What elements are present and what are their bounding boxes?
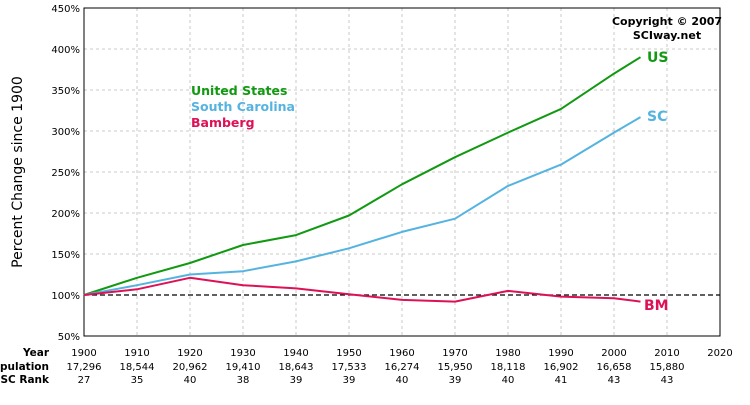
year-value-1960: 1960 — [389, 348, 414, 359]
year-value-2010: 2010 — [654, 348, 679, 359]
series-line-bamberg — [83, 276, 641, 303]
end-label-bm: BM — [644, 298, 669, 314]
sc-rank-value-1930: 38 — [237, 375, 250, 386]
copyright-line-1: Copyright © 2007 — [612, 15, 722, 28]
y-tick-label-100: 100% — [51, 291, 80, 302]
plot-frame — [83, 7, 721, 337]
y-tick-label-350: 350% — [51, 86, 80, 97]
year-value-2020: 2020 — [707, 348, 732, 359]
sc-rank-value-1920: 40 — [184, 375, 197, 386]
population-value-1950: 17,533 — [332, 362, 367, 373]
year-value-1970: 1970 — [442, 348, 467, 359]
y-axis-label: Percent Change since 1900 — [10, 76, 26, 268]
end-label-us: US — [647, 50, 668, 66]
population-value-1940: 18,643 — [279, 362, 314, 373]
sc-rank-value-1980: 40 — [502, 375, 515, 386]
series-layer — [83, 56, 642, 303]
year-value-2000: 2000 — [601, 348, 626, 359]
population-value-2000: 16,658 — [597, 362, 632, 373]
population-value-1920: 20,962 — [173, 362, 208, 373]
y-tick-label-400: 400% — [51, 45, 80, 56]
population-value-2010: 15,880 — [650, 362, 685, 373]
population-value-1960: 16,274 — [385, 362, 420, 373]
sc-rank-value-1940: 39 — [290, 375, 303, 386]
y-tick-label-250: 250% — [51, 168, 80, 179]
sc-rank-value-2010: 43 — [661, 375, 674, 386]
end-label-sc: SC — [647, 109, 667, 125]
row-label-population: Population — [0, 361, 49, 373]
copyright-line-2: SCIway.net — [633, 29, 701, 42]
y-tick-label-450: 450% — [51, 4, 80, 15]
sc-rank-value-1960: 40 — [396, 375, 409, 386]
year-value-1910: 1910 — [124, 348, 149, 359]
population-value-1930: 19,410 — [226, 362, 261, 373]
legend-united-states: United States — [191, 83, 287, 98]
year-value-1920: 1920 — [177, 348, 202, 359]
sc-rank-value-1950: 39 — [343, 375, 356, 386]
population-value-1980: 18,118 — [491, 362, 526, 373]
year-value-1990: 1990 — [548, 348, 573, 359]
sc-rank-value-1900: 27 — [78, 375, 91, 386]
y-tick-label-150: 150% — [51, 250, 80, 261]
sc-rank-value-2000: 43 — [608, 375, 621, 386]
sc-rank-value-1910: 35 — [131, 375, 144, 386]
population-value-1990: 16,902 — [544, 362, 579, 373]
data-table: Year 1900 1910 1920 1930 1940 1950 1960 1970 1980… — [0, 347, 733, 386]
series-line-south-carolina — [83, 116, 642, 296]
legend-south-carolina: South Carolina — [191, 99, 295, 114]
y-tick-label-200: 200% — [51, 209, 80, 220]
population-value-1970: 15,950 — [438, 362, 473, 373]
y-tick-label-50: 50% — [58, 332, 80, 343]
year-value-1930: 1930 — [230, 348, 255, 359]
sc-rank-value-1990: 41 — [555, 375, 568, 386]
y-tick-label-300: 300% — [51, 127, 80, 138]
grid-layer — [84, 8, 720, 336]
series-line-united-states — [83, 56, 642, 296]
population-value-1900: 17,296 — [67, 362, 102, 373]
population-value-1910: 18,544 — [120, 362, 155, 373]
sc-rank-value-1970: 39 — [449, 375, 462, 386]
legend-bamberg: Bamberg — [191, 115, 255, 130]
year-value-1950: 1950 — [336, 348, 361, 359]
year-value-1940: 1940 — [283, 348, 308, 359]
row-label-sc-rank: SC Rank — [0, 374, 50, 386]
year-value-1980: 1980 — [495, 348, 520, 359]
row-label-year: Year — [22, 347, 50, 359]
y-tick-labels: 50% 100% 150% 200% 250% 300% 350% 400% 450% — [51, 4, 80, 343]
year-value-1900: 1900 — [71, 348, 96, 359]
